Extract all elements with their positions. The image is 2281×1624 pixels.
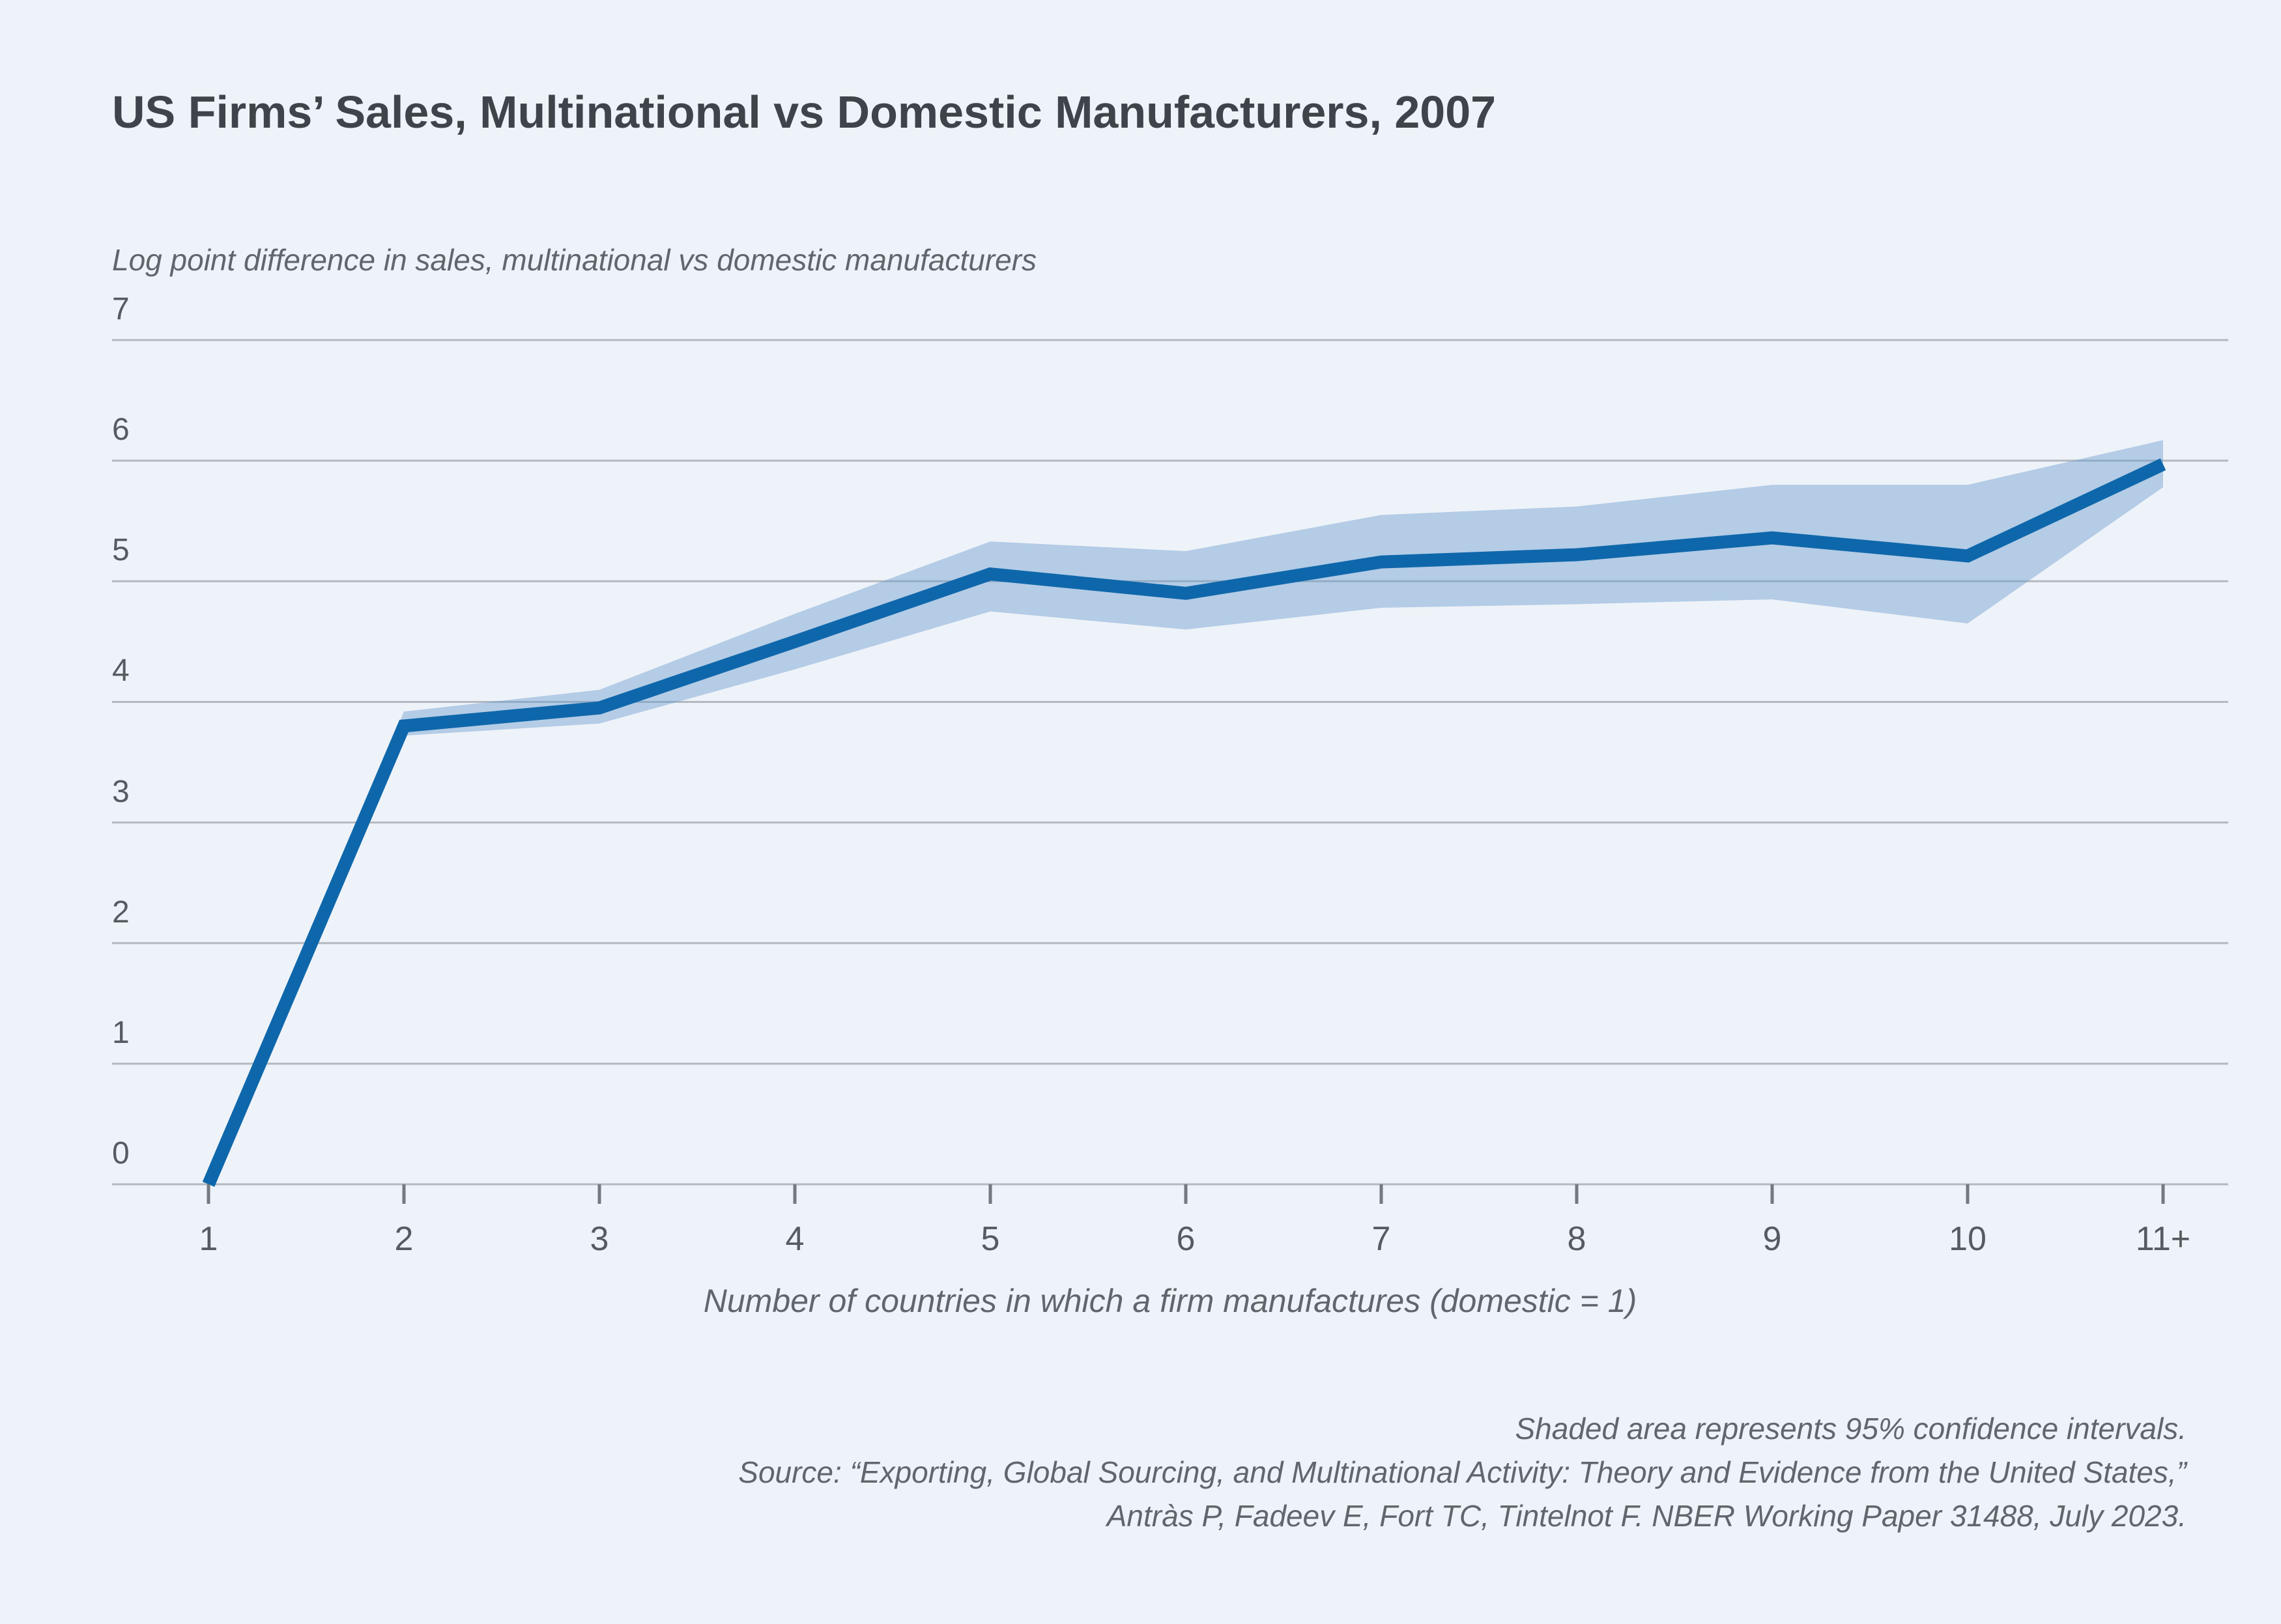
x-tick-label-7: 7 [1371,1220,1391,1258]
x-tick-label-8: 8 [1567,1220,1586,1258]
x-tick-label-5: 5 [981,1220,1000,1258]
x-tick-label-1: 1 [199,1220,218,1258]
x-tick-label-2: 2 [394,1220,414,1258]
x-tick-label-3: 3 [590,1220,609,1258]
sales-difference-line [202,458,2166,1187]
y-axis-title: Log point difference in sales, multinati… [112,243,1037,277]
y-tick-label-6: 6 [112,412,130,448]
footnotes: Shaded area represents 95% confidence in… [297,1407,2187,1538]
x-tick-label-10: 10 [1949,1220,1987,1258]
y-tick-label-0: 0 [112,1136,130,1171]
gridlines [112,339,2228,1186]
x-tick-label-6: 6 [1176,1220,1196,1258]
y-tick-label-7: 7 [112,292,130,327]
y-tick-label-1: 1 [112,1015,130,1050]
footnote-source-line2: Antràs P, Fadeev E, Fort TC, Tintelnot F… [1106,1499,2187,1533]
chart-title: US Firms’ Sales, Multinational vs Domest… [112,87,1497,137]
x-tick-label-11+: 11+ [2135,1220,2191,1258]
y-tick-label-2: 2 [112,894,130,930]
x-tick-label-4: 4 [785,1220,805,1258]
y-tick-label-5: 5 [112,533,130,568]
x-axis-title: Number of countries in which a firm manu… [703,1283,1637,1319]
x-axis-tick-marks [207,1184,2165,1204]
y-tick-label-4: 4 [112,653,130,689]
x-tick-label-9: 9 [1762,1220,1782,1258]
series-line [202,458,2166,1187]
y-tick-label-3: 3 [112,774,130,809]
footnote-source-line1: Source: “Exporting, Global Sourcing, and… [738,1455,2187,1489]
footnote-confidence-note: Shaded area represents 95% confidence in… [1515,1412,2187,1446]
